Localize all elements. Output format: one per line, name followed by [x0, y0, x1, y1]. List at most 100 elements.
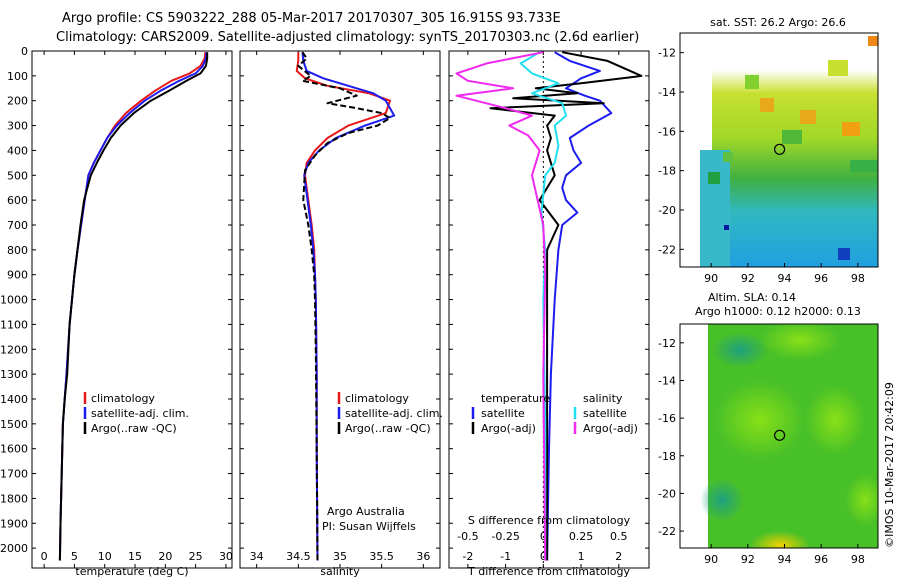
- series-line-argo-raw-qc-: [297, 51, 391, 561]
- y-tick-label: 1900: [0, 517, 28, 530]
- y-tick-label: 800: [7, 244, 28, 257]
- sst-map-field: [700, 36, 878, 267]
- map-y-tick-label: -16: [658, 125, 676, 138]
- sst-pixel: [782, 130, 802, 144]
- sst-map-title: sat. SST: 26.2 Argo: 26.6: [710, 16, 846, 29]
- x-tick-label: 36: [416, 550, 430, 563]
- series-line-argo-raw-qc-: [58, 52, 209, 561]
- x-tick-label: 35.5: [369, 550, 394, 563]
- y-tick-label: 600: [7, 194, 28, 207]
- legend-label-climatology: climatology: [345, 392, 409, 405]
- temperature-panel: 0100200300400500600700800900100011001200…: [0, 45, 233, 569]
- sla-blob-high: [715, 380, 805, 460]
- x-tick-label: 25: [189, 550, 203, 563]
- x-tick-label: 30: [219, 550, 233, 563]
- legend-label-satellite: satellite-adj. clim.: [91, 407, 189, 420]
- map-x-tick-label: 90: [704, 553, 718, 566]
- sla-map-title-2: Argo h1000: 0.12 h2000: 0.13: [695, 305, 861, 318]
- y-tick-label: 1300: [0, 368, 28, 381]
- sst-map: [679, 32, 879, 268]
- sst-pixel: [800, 110, 816, 124]
- sst-pixel: [850, 160, 878, 172]
- x-tick-label: -1: [500, 550, 511, 563]
- x-tick-label: 1: [578, 550, 585, 563]
- y-tick-label: 1000: [0, 294, 28, 307]
- map-y-tick-label: -14: [658, 86, 676, 99]
- x-tick-label: 0: [41, 550, 48, 563]
- sst-field-west: [700, 150, 730, 267]
- legend-title-salinity: salinity: [583, 392, 623, 405]
- legend-label-climatology: climatology: [91, 392, 155, 405]
- map-y-tick-label: -22: [658, 243, 676, 256]
- x-top-tick-label: 0.25: [569, 530, 594, 543]
- map-y-tick-label: -18: [658, 165, 676, 178]
- map-y-tick-label: -12: [658, 47, 676, 60]
- temperature-xlabel: temperature (deg C): [75, 565, 188, 578]
- y-tick-label: 400: [7, 144, 28, 157]
- x-tick-label: 20: [158, 550, 172, 563]
- map-y-tick-label: -12: [658, 337, 676, 350]
- map-y-tick-label: -18: [658, 450, 676, 463]
- figure-title-line-2: Climatology: CARS2009. Satellite-adjuste…: [56, 30, 639, 45]
- map-x-tick-label: 94: [778, 553, 792, 566]
- series-group: [455, 51, 643, 561]
- sst-pixel: [838, 248, 850, 260]
- map-x-tick-label: 96: [814, 272, 828, 285]
- map-x-tick-label: 90: [704, 272, 718, 285]
- y-tick-label: 700: [7, 219, 28, 232]
- legend-label-argo: Argo(..raw -QC): [91, 422, 177, 435]
- sst-pixel: [708, 172, 720, 184]
- map-x-tick-label: 92: [741, 272, 755, 285]
- legend-title-temperature: temperature: [481, 392, 550, 405]
- map-y-tick-label: -20: [658, 487, 676, 500]
- difference-xlabel: T difference from climatology: [467, 565, 630, 578]
- y-tick-label: 1200: [0, 343, 28, 356]
- x-tick-label: 34.5: [286, 550, 311, 563]
- sla-blob-low: [700, 478, 744, 522]
- sst-map-border: [679, 32, 879, 268]
- x-top-tick-label: 0.5: [610, 530, 628, 543]
- axes-frame: [239, 50, 441, 569]
- sla-map-field: [700, 324, 878, 548]
- map-y-tick-label: -22: [658, 525, 676, 538]
- difference-legend: temperature salinity satellite Argo(-adj…: [471, 392, 638, 435]
- y-tick-label: 900: [7, 269, 28, 282]
- difference-panel: -2-1012-0.5-0.2500.250.5: [448, 50, 650, 569]
- sst-argo-marker: [773, 143, 786, 155]
- series-line-climatology: [295, 52, 391, 561]
- sst-pixel: [745, 75, 759, 89]
- y-tick-label: 200: [7, 95, 28, 108]
- legend-label-argo: Argo(..raw -QC): [345, 422, 431, 435]
- legend-label-satellite: satellite-adj. clim.: [345, 407, 443, 420]
- sla-blob-high: [845, 474, 878, 526]
- series-line-satellite-adj-clim-: [58, 52, 208, 561]
- annotation-argo-australia: Argo Australia: [327, 505, 405, 518]
- x-tick-label: 35: [333, 550, 347, 563]
- x-tick-label: -2: [462, 550, 473, 563]
- axes-frame: [31, 50, 233, 569]
- map-y-tick-label: -14: [658, 374, 676, 387]
- series-line-t-argo-adj-: [489, 51, 643, 561]
- sst-pixel: [868, 36, 878, 46]
- legend-label-s-satellite: satellite: [583, 407, 627, 420]
- map-x-tick-label: 92: [741, 553, 755, 566]
- series-line-s-satellite: [519, 51, 567, 561]
- sla-blob-peak: [750, 531, 810, 548]
- series-line-climatology: [58, 52, 207, 561]
- figure-title-line-1: Argo profile: CS 5903222_288 05-Mar-2017…: [62, 11, 561, 26]
- sla-argo-marker: [773, 429, 786, 441]
- y-tick-label: 1800: [0, 492, 28, 505]
- x-top-tick-label: -0.25: [491, 530, 519, 543]
- sst-pixel: [760, 98, 774, 112]
- salinity-legend: climatology satellite-adj. clim. Argo(..…: [322, 392, 443, 533]
- map-x-tick-label: 98: [851, 272, 865, 285]
- map-x-tick-label: 96: [814, 553, 828, 566]
- map-axes: 90 92 94 96 98 -12 -14 -16 -18 -20 -22 90 92 94 96 98 -1…: [658, 47, 865, 566]
- map-x-tick-label: 98: [851, 553, 865, 566]
- y-tick-label: 1600: [0, 443, 28, 456]
- legend-label-s-argo: Argo(-adj): [583, 422, 638, 435]
- y-tick-label: 1400: [0, 393, 28, 406]
- salinity-xlabel: salinity: [320, 565, 360, 578]
- sst-pixel: [723, 152, 733, 162]
